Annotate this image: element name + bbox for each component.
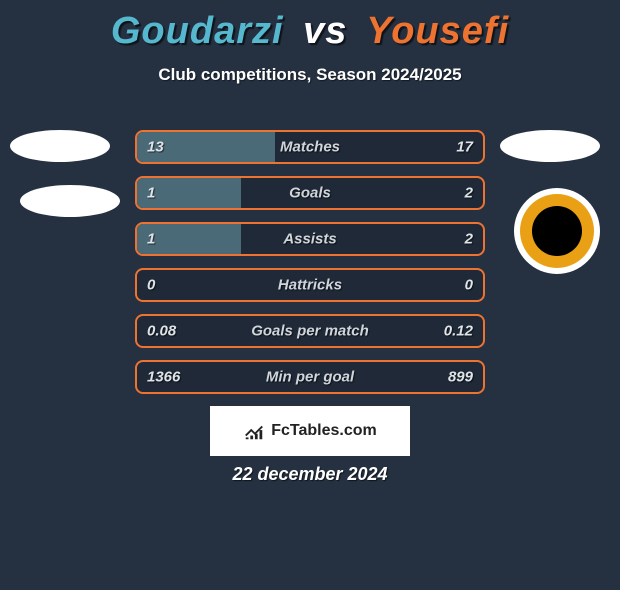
stat-row: 0 0Hattricks <box>135 268 485 302</box>
stat-row: 1366 899Min per goal <box>135 360 485 394</box>
player2-name: Yousefi <box>366 10 509 52</box>
stat-fill-left <box>137 178 241 208</box>
badge-ring <box>520 194 594 268</box>
subtitle: Club competitions, Season 2024/2025 <box>0 65 620 85</box>
date-text: 22 december 2024 <box>0 464 620 485</box>
player1-name: Goudarzi <box>111 10 284 52</box>
stat-value-right: 17 <box>456 139 473 156</box>
stat-value-right: 0 <box>465 277 473 294</box>
stat-fill-left <box>137 224 241 254</box>
stat-label: Min per goal <box>137 369 483 386</box>
stat-value-left: 0.08 <box>147 323 176 340</box>
fctables-logo[interactable]: FcTables.com <box>210 406 410 456</box>
stat-value-left: 1366 <box>147 369 180 386</box>
comparison-title: Goudarzi vs Yousefi <box>0 10 620 53</box>
stats-container: 1317Matches 12Goals 12Assists 0 0Hattricks 0.… <box>135 130 485 406</box>
stat-value-right: 2 <box>465 185 473 202</box>
player1-avatar-1 <box>10 130 110 162</box>
player1-avatar-2 <box>20 185 120 217</box>
logo-text: FcTables.com <box>271 422 377 440</box>
stat-row: 0.08 0.12Goals per match <box>135 314 485 348</box>
stat-value-right: 2 <box>465 231 473 248</box>
stat-row: 1317Matches <box>135 130 485 164</box>
stat-value-right: 899 <box>448 369 473 386</box>
vs-text: vs <box>303 10 347 52</box>
stat-row: 12Goals <box>135 176 485 210</box>
stat-fill-left <box>137 132 275 162</box>
stat-label: Goals per match <box>137 323 483 340</box>
chart-icon <box>243 420 265 442</box>
player2-avatar-1 <box>500 130 600 162</box>
player2-club-badge <box>514 188 600 274</box>
stat-label: Hattricks <box>137 277 483 294</box>
stat-value-left: 0 <box>147 277 155 294</box>
stat-row: 12Assists <box>135 222 485 256</box>
stat-value-right: 0.12 <box>444 323 473 340</box>
badge-core <box>532 206 582 256</box>
